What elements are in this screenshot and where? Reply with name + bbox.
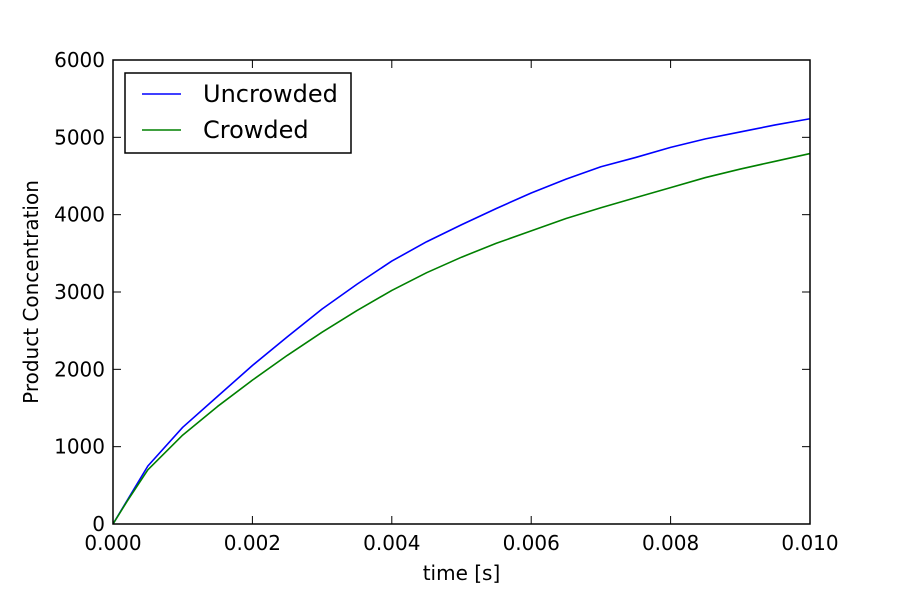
legend-label-0: Uncrowded xyxy=(203,80,338,108)
x-tick-label: 0.006 xyxy=(503,531,560,555)
series-line-0 xyxy=(112,117,811,525)
axis-ticks: 0.000 0.002 0.004 0.006 0.008 0.010 0 1000 2000 3… xyxy=(54,48,839,555)
y-axis-label: Product Concentration xyxy=(19,180,43,404)
legend: Uncrowded Crowded xyxy=(124,72,352,154)
y-tick-label: 2000 xyxy=(54,357,105,381)
y-tick-label: 3000 xyxy=(54,280,105,304)
x-tick-label: 0.002 xyxy=(224,531,281,555)
x-tick-label: 0.010 xyxy=(781,531,838,555)
x-tick-label: 0.004 xyxy=(363,531,420,555)
legend-items: Uncrowded Crowded xyxy=(142,80,338,144)
x-tick-label: 0.000 xyxy=(84,531,141,555)
y-tick-label: 5000 xyxy=(54,125,105,149)
plot-lines xyxy=(112,117,811,525)
x-tick-label: 0.008 xyxy=(642,531,699,555)
legend-label-1: Crowded xyxy=(203,116,309,144)
x-axis-label: time [s] xyxy=(423,561,501,585)
legend-box xyxy=(124,72,352,154)
y-tick-label: 4000 xyxy=(54,203,105,227)
series-line-1 xyxy=(112,152,811,525)
y-tick-label: 1000 xyxy=(54,435,105,459)
y-tick-label: 6000 xyxy=(54,48,105,72)
y-tick-label: 0 xyxy=(92,512,105,536)
